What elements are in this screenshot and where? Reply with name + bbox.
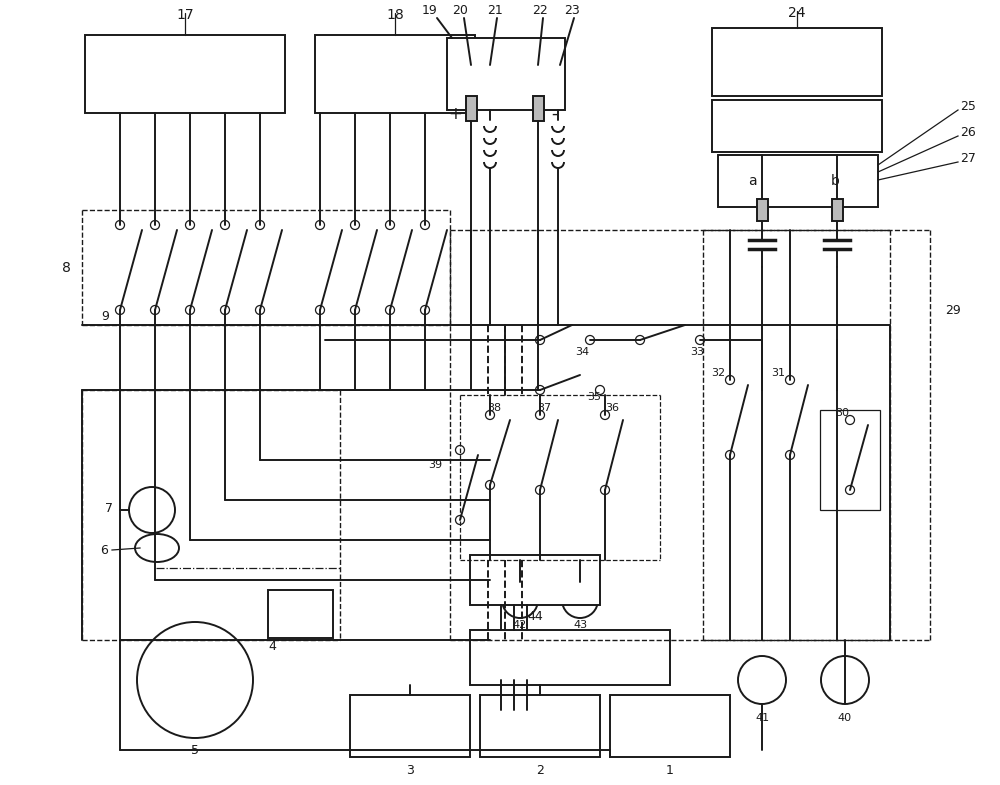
Text: 40: 40	[838, 713, 852, 723]
Text: 23: 23	[564, 3, 580, 16]
Text: 37: 37	[537, 403, 551, 413]
Text: 22: 22	[532, 3, 548, 16]
Text: b: b	[831, 174, 839, 188]
Bar	[315, 35, 475, 113]
Bar	[712, 100, 882, 152]
Text: 26: 26	[960, 126, 976, 140]
Text: 43: 43	[573, 620, 587, 630]
Text: 5: 5	[191, 743, 199, 757]
Text: 4: 4	[268, 641, 276, 653]
Bar	[85, 35, 285, 113]
Bar	[832, 199, 842, 221]
Text: 24: 24	[788, 6, 806, 20]
Text: 25: 25	[960, 100, 976, 114]
Text: 44: 44	[527, 611, 543, 623]
Bar	[470, 555, 600, 605]
Bar	[757, 199, 768, 221]
Bar	[350, 695, 470, 757]
Bar	[712, 28, 882, 96]
Text: -: -	[551, 105, 557, 123]
Text: 33: 33	[690, 347, 704, 357]
Bar	[820, 410, 880, 510]
Text: 34: 34	[575, 347, 589, 357]
Text: 31: 31	[771, 368, 785, 378]
Bar	[718, 155, 878, 207]
Text: 21: 21	[487, 3, 503, 16]
Text: 29: 29	[945, 304, 961, 316]
Text: 27: 27	[960, 152, 976, 166]
Text: 19: 19	[422, 3, 438, 16]
Text: 6: 6	[100, 543, 108, 557]
Text: 2: 2	[536, 764, 544, 776]
Bar	[480, 695, 600, 757]
Text: 3: 3	[406, 764, 414, 776]
Text: 9: 9	[101, 309, 109, 323]
Bar	[532, 96, 544, 121]
Bar	[466, 96, 477, 121]
Text: 39: 39	[428, 460, 442, 470]
Text: 17: 17	[176, 8, 194, 22]
Text: 8: 8	[62, 261, 71, 275]
Bar	[447, 38, 565, 110]
Text: 35: 35	[587, 392, 601, 402]
Text: 41: 41	[755, 713, 769, 723]
Text: 18: 18	[386, 8, 404, 22]
Text: 7: 7	[105, 502, 113, 514]
Text: 30: 30	[835, 408, 849, 418]
Text: 1: 1	[666, 764, 674, 776]
Text: 32: 32	[711, 368, 725, 378]
Text: a: a	[748, 174, 756, 188]
Bar	[610, 695, 730, 757]
Bar	[268, 590, 333, 638]
Text: 20: 20	[452, 3, 468, 16]
Text: 42: 42	[513, 620, 527, 630]
Text: +: +	[448, 105, 462, 123]
Bar	[470, 630, 670, 685]
Text: 38: 38	[487, 403, 501, 413]
Text: 36: 36	[605, 403, 619, 413]
